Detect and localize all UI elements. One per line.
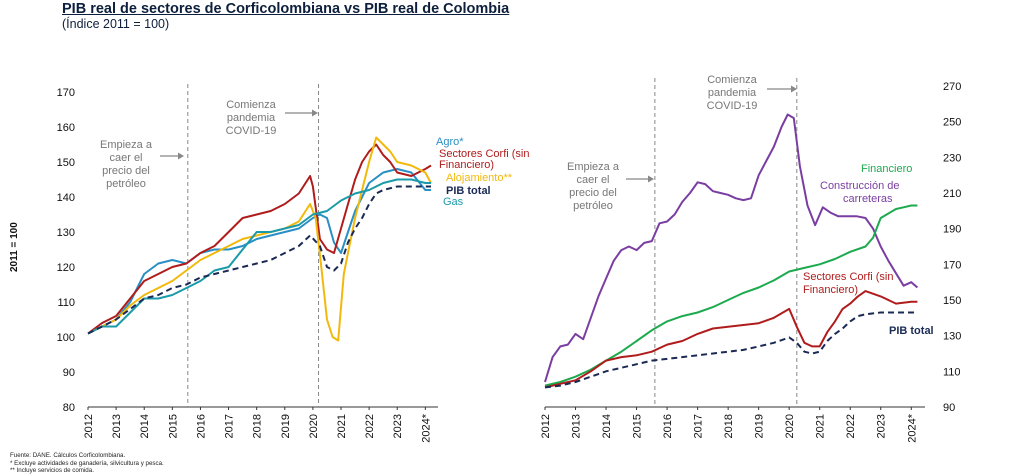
chart1-y-tick-label: 90 [63, 367, 75, 379]
chart1-event-note: pandemia [227, 112, 276, 124]
chart2-event-note: Comienza [707, 74, 757, 86]
chart2-y-tick-label: 190 [943, 224, 961, 236]
chart2-x-tick-label: 2023 [876, 414, 888, 438]
chart2-event-note: caer el [576, 174, 609, 186]
chart1-y-tick-label: 120 [57, 262, 75, 274]
chart2-series-label: Financiero [861, 163, 912, 175]
chart1-series-label: Sectores Corfi (sin [439, 148, 529, 160]
chart2-arrow-head [648, 175, 654, 183]
chart2-x-tick-label: 2013 [571, 414, 583, 438]
chart1-y-tick-label: 130 [57, 227, 75, 239]
chart1-x-tick-label: 2021 [336, 414, 348, 438]
chart2-y-tick-label: 230 [943, 152, 961, 164]
chart2-x-tick-label: 2018 [723, 414, 735, 438]
chart1-series-gas [87, 178, 431, 335]
chart1-y-tick-label: 100 [57, 332, 75, 344]
chart1-y-tick-label: 160 [57, 122, 75, 134]
chart2-x-tick-label: 2017 [693, 414, 705, 438]
chart2-event-note: COVID-19 [707, 100, 758, 112]
chart1-x-tick-label: 2022 [364, 414, 376, 438]
chart1-x-tick-label: 2017 [224, 414, 236, 438]
chart2-event-note: precio del [569, 187, 617, 199]
footnotes: Fuente: DANE. Cálculos Corficolombiana. … [10, 452, 164, 475]
chart1-event-note: Empieza a [100, 139, 153, 151]
chart1-y-tick-label: 150 [57, 157, 75, 169]
chart1-x-tick-label: 2015 [167, 414, 179, 438]
chart2-series-sectores-corfi-sin-financiero [544, 290, 918, 389]
chart2-x-tick-label: 2021 [815, 414, 827, 438]
chart2-x-tick-label: 2015 [632, 414, 644, 438]
chart2-x-tick-label: 2016 [662, 414, 674, 438]
chart2-arrow-head [791, 85, 797, 93]
chart2-event-note: Empieza a [567, 161, 620, 173]
chart1-event-note: Comienza [226, 99, 276, 111]
chart1-series-label: PIB total [446, 185, 491, 197]
chart2-series-label: PIB total [889, 325, 934, 337]
chart1-y-tick-label: 140 [57, 192, 75, 204]
chart1-x-tick-label: 2014 [139, 414, 151, 438]
chart1-series-pib-total [87, 185, 431, 335]
chart1-y-tick-label: 110 [57, 297, 75, 309]
chart1-event-note: precio del [102, 165, 150, 177]
chart1-y-tick-label: 80 [63, 402, 75, 414]
chart2-event-note: pandemia [708, 87, 757, 99]
chart2-series-label: carreteras [843, 193, 893, 205]
footnote-source: Fuente: DANE. Cálculos Corficolombiana. [10, 452, 126, 459]
chart2-x-tick-label: 2024* [906, 413, 918, 442]
chart2-y-tick-label: 250 [943, 117, 961, 129]
chart2-y-tick-label: 270 [943, 81, 961, 93]
chart2-series-label: Financiero) [803, 284, 858, 296]
chart1-event-note: COVID-19 [226, 125, 277, 137]
chart1-event-note: caer el [109, 152, 142, 164]
chart1-series-label: Gas [443, 196, 464, 208]
chart2-series-pib-total [544, 311, 918, 389]
page-title: PIB real de sectores de Corficolombiana … [62, 1, 510, 17]
footnote-alojamiento: ** Incluye servicios de comida. [10, 467, 94, 475]
chart2-y-tick-label: 150 [943, 295, 961, 307]
chart2-x-tick-label: 2019 [754, 414, 766, 438]
chart2-series-construcci-n-de-carreteras [544, 113, 919, 383]
chart1-series-sectores-corfi-sin-financiero [87, 143, 432, 335]
chart2-y-tick-label: 110 [943, 366, 961, 378]
chart1-x-tick-label: 2019 [280, 414, 292, 438]
chart1-arrow-head [312, 109, 318, 117]
chart1-x-tick-label: 2020 [308, 414, 320, 438]
chart2-y-tick-label: 90 [943, 402, 955, 414]
chart1-x-tick-label: 2013 [111, 414, 123, 438]
chart2-event-note: petróleo [573, 200, 613, 212]
chart1-series-label: Agro* [436, 136, 464, 148]
chart1-series-agro [87, 168, 431, 335]
chart2-y-tick-label: 130 [943, 331, 961, 343]
chart1-arrow-head [178, 152, 184, 160]
chart2-x-tick-label: 2022 [845, 414, 857, 438]
chart1-x-tick-label: 2023 [392, 414, 404, 438]
chart2-series-label: Sectores Corfi (sin [803, 271, 893, 283]
chart1-x-tick-label: 2016 [195, 414, 207, 438]
chart1-series-label: Alojamiento** [446, 172, 513, 184]
chart1-x-tick-label: 2024* [420, 413, 432, 442]
chart2-x-tick-label: 2014 [601, 414, 613, 438]
chart2-x-tick-label: 2012 [540, 414, 552, 438]
chart1-x-tick-label: 2018 [252, 414, 264, 438]
chart1-x-tick-label: 2012 [83, 414, 95, 438]
page-subtitle: (Índice 2011 = 100) [62, 17, 170, 31]
chart2-series-label: Construcción de [820, 180, 900, 192]
chart2-x-tick-label: 2020 [784, 414, 796, 438]
chart1-series-alojamiento [87, 136, 432, 342]
footnote-agro: * Excluye actividades de ganadería, silv… [10, 459, 164, 467]
chart1-series-label: Financiero) [439, 159, 494, 171]
chart1-y-tick-label: 170 [57, 87, 75, 99]
chart2-y-tick-label: 170 [943, 259, 961, 271]
chart2-y-tick-label: 210 [943, 188, 961, 200]
chart2-series-financiero [544, 204, 918, 387]
chart1-event-note: petróleo [106, 178, 146, 190]
